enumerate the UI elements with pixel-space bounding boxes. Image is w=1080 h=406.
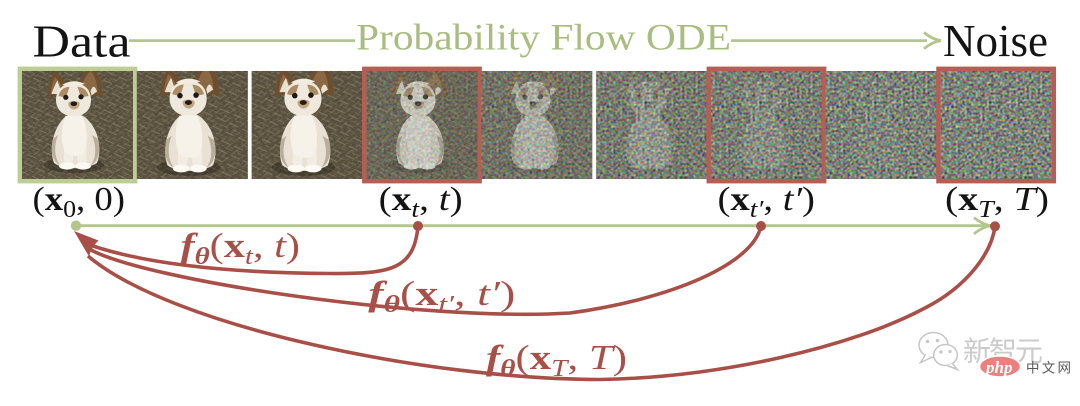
svg-text:Noise: Noise <box>943 15 1048 66</box>
svg-text:(x0, 0): (x0, 0) <box>33 181 126 223</box>
svg-text:php: php <box>984 358 1012 377</box>
svg-text:fθ(xt, t): f θ(x t, t) <box>181 226 301 270</box>
svg-text:中文网: 中文网 <box>1026 361 1071 376</box>
svg-text:Probability Flow ODE: Probability Flow ODE <box>356 16 731 57</box>
svg-text:(xt, t): (x t, t) <box>379 181 463 223</box>
svg-text:fθ(xT, T): f θ(x T, T) <box>486 338 627 382</box>
svg-text:(xt′, t′): (xt′, t′) <box>718 181 816 223</box>
svg-text:(xT, T): (x T, T) <box>945 181 1049 223</box>
svg-text:fθ(xt′, t′): f θ(x t′, t′) <box>368 274 515 318</box>
svg-text:Data: Data <box>33 16 131 67</box>
